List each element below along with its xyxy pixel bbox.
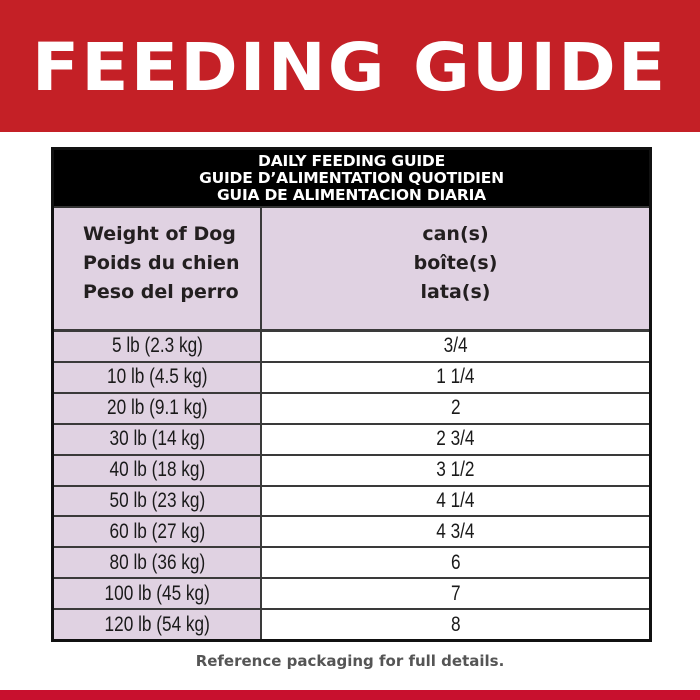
weight-value: 80 lb (36 kg) bbox=[109, 550, 205, 574]
table-body: 5 lb (2.3 kg) 3/4 10 lb (4.5 kg) 1 1/4 2… bbox=[54, 332, 649, 640]
cans-value: 8 bbox=[450, 612, 461, 636]
weight-header-english: Weight of Dog bbox=[83, 223, 236, 245]
cans-value: 4 1/4 bbox=[436, 488, 475, 512]
table-row: 60 lb (27 kg) 4 3/4 bbox=[54, 517, 649, 549]
table-title-english: DAILY FEEDING GUIDE bbox=[258, 152, 445, 170]
cans-value: 6 bbox=[450, 550, 461, 574]
weight-column-header: Weight of Dog Poids du chien Peso del pe… bbox=[54, 208, 262, 329]
weight-value: 50 lb (23 kg) bbox=[109, 488, 205, 512]
feeding-guide-banner: FEEDING GUIDE bbox=[0, 0, 700, 132]
weight-cell: 20 lb (9.1 kg) bbox=[54, 393, 262, 423]
cans-cell: 2 3/4 bbox=[262, 424, 649, 454]
cans-value: 3 1/2 bbox=[436, 458, 475, 482]
column-header-row: Weight of Dog Poids du chien Peso del pe… bbox=[54, 208, 649, 332]
cans-cell: 7 bbox=[262, 579, 649, 609]
weight-value: 5 lb (2.3 kg) bbox=[111, 334, 203, 358]
cans-value: 3/4 bbox=[443, 334, 468, 358]
weight-value: 20 lb (9.1 kg) bbox=[106, 396, 208, 420]
cans-header-spanish: lata(s) bbox=[420, 281, 491, 303]
table-row: 80 lb (36 kg) 6 bbox=[54, 548, 649, 580]
cans-cell: 6 bbox=[262, 548, 649, 578]
weight-cell: 40 lb (18 kg) bbox=[54, 455, 262, 485]
weight-value: 30 lb (14 kg) bbox=[109, 427, 205, 451]
weight-value: 10 lb (4.5 kg) bbox=[106, 365, 208, 389]
table-row: 50 lb (23 kg) 4 1/4 bbox=[54, 486, 649, 518]
cans-cell: 2 bbox=[262, 393, 649, 423]
cans-value: 2 3/4 bbox=[436, 427, 475, 451]
cans-cell: 3/4 bbox=[262, 332, 649, 361]
table-row: 5 lb (2.3 kg) 3/4 bbox=[54, 332, 649, 363]
weight-header-french: Poids du chien bbox=[83, 252, 240, 274]
cans-cell: 8 bbox=[262, 610, 649, 640]
cans-cell: 1 1/4 bbox=[262, 362, 649, 392]
weight-cell: 80 lb (36 kg) bbox=[54, 548, 262, 578]
table-row: 20 lb (9.1 kg) 2 bbox=[54, 393, 649, 425]
cans-value: 2 bbox=[450, 396, 461, 420]
weight-value: 40 lb (18 kg) bbox=[109, 458, 205, 482]
cans-value: 4 3/4 bbox=[436, 519, 475, 543]
weight-value: 100 lb (45 kg) bbox=[104, 581, 210, 605]
weight-cell: 10 lb (4.5 kg) bbox=[54, 362, 262, 392]
table-row: 40 lb (18 kg) 3 1/2 bbox=[54, 455, 649, 487]
cans-cell: 4 3/4 bbox=[262, 517, 649, 547]
cans-header-french: boîte(s) bbox=[413, 252, 498, 274]
weight-cell: 50 lb (23 kg) bbox=[54, 486, 262, 516]
weight-cell: 30 lb (14 kg) bbox=[54, 424, 262, 454]
table-row: 10 lb (4.5 kg) 1 1/4 bbox=[54, 362, 649, 394]
reference-packaging-note: Reference packaging for full details. bbox=[195, 652, 505, 670]
table-title-spanish: GUIA DE ALIMENTACION DIARIA bbox=[217, 186, 486, 204]
weight-cell: 5 lb (2.3 kg) bbox=[54, 332, 262, 361]
table-row: 100 lb (45 kg) 7 bbox=[54, 579, 649, 611]
weight-header-spanish: Peso del perro bbox=[83, 281, 239, 303]
weight-value: 120 lb (54 kg) bbox=[104, 612, 210, 636]
table-title: DAILY FEEDING GUIDE GUIDE D’ALIMENTATION… bbox=[54, 150, 649, 208]
banner-title: FEEDING GUIDE bbox=[32, 29, 668, 106]
table-title-french: GUIDE D’ALIMENTATION QUOTIDIEN bbox=[199, 169, 504, 187]
daily-feeding-table: DAILY FEEDING GUIDE GUIDE D’ALIMENTATION… bbox=[51, 147, 652, 642]
cans-value: 7 bbox=[450, 581, 461, 605]
weight-cell: 60 lb (27 kg) bbox=[54, 517, 262, 547]
cans-value: 1 1/4 bbox=[436, 365, 475, 389]
cans-cell: 3 1/2 bbox=[262, 455, 649, 485]
cans-column-header: can(s) boîte(s) lata(s) bbox=[262, 208, 649, 329]
table-row: 120 lb (54 kg) 8 bbox=[54, 610, 649, 640]
weight-cell: 120 lb (54 kg) bbox=[54, 610, 262, 640]
bottom-red-stripe bbox=[0, 690, 700, 700]
cans-header-english: can(s) bbox=[422, 223, 489, 245]
weight-value: 60 lb (27 kg) bbox=[109, 519, 205, 543]
table-row: 30 lb (14 kg) 2 3/4 bbox=[54, 424, 649, 456]
weight-cell: 100 lb (45 kg) bbox=[54, 579, 262, 609]
cans-cell: 4 1/4 bbox=[262, 486, 649, 516]
